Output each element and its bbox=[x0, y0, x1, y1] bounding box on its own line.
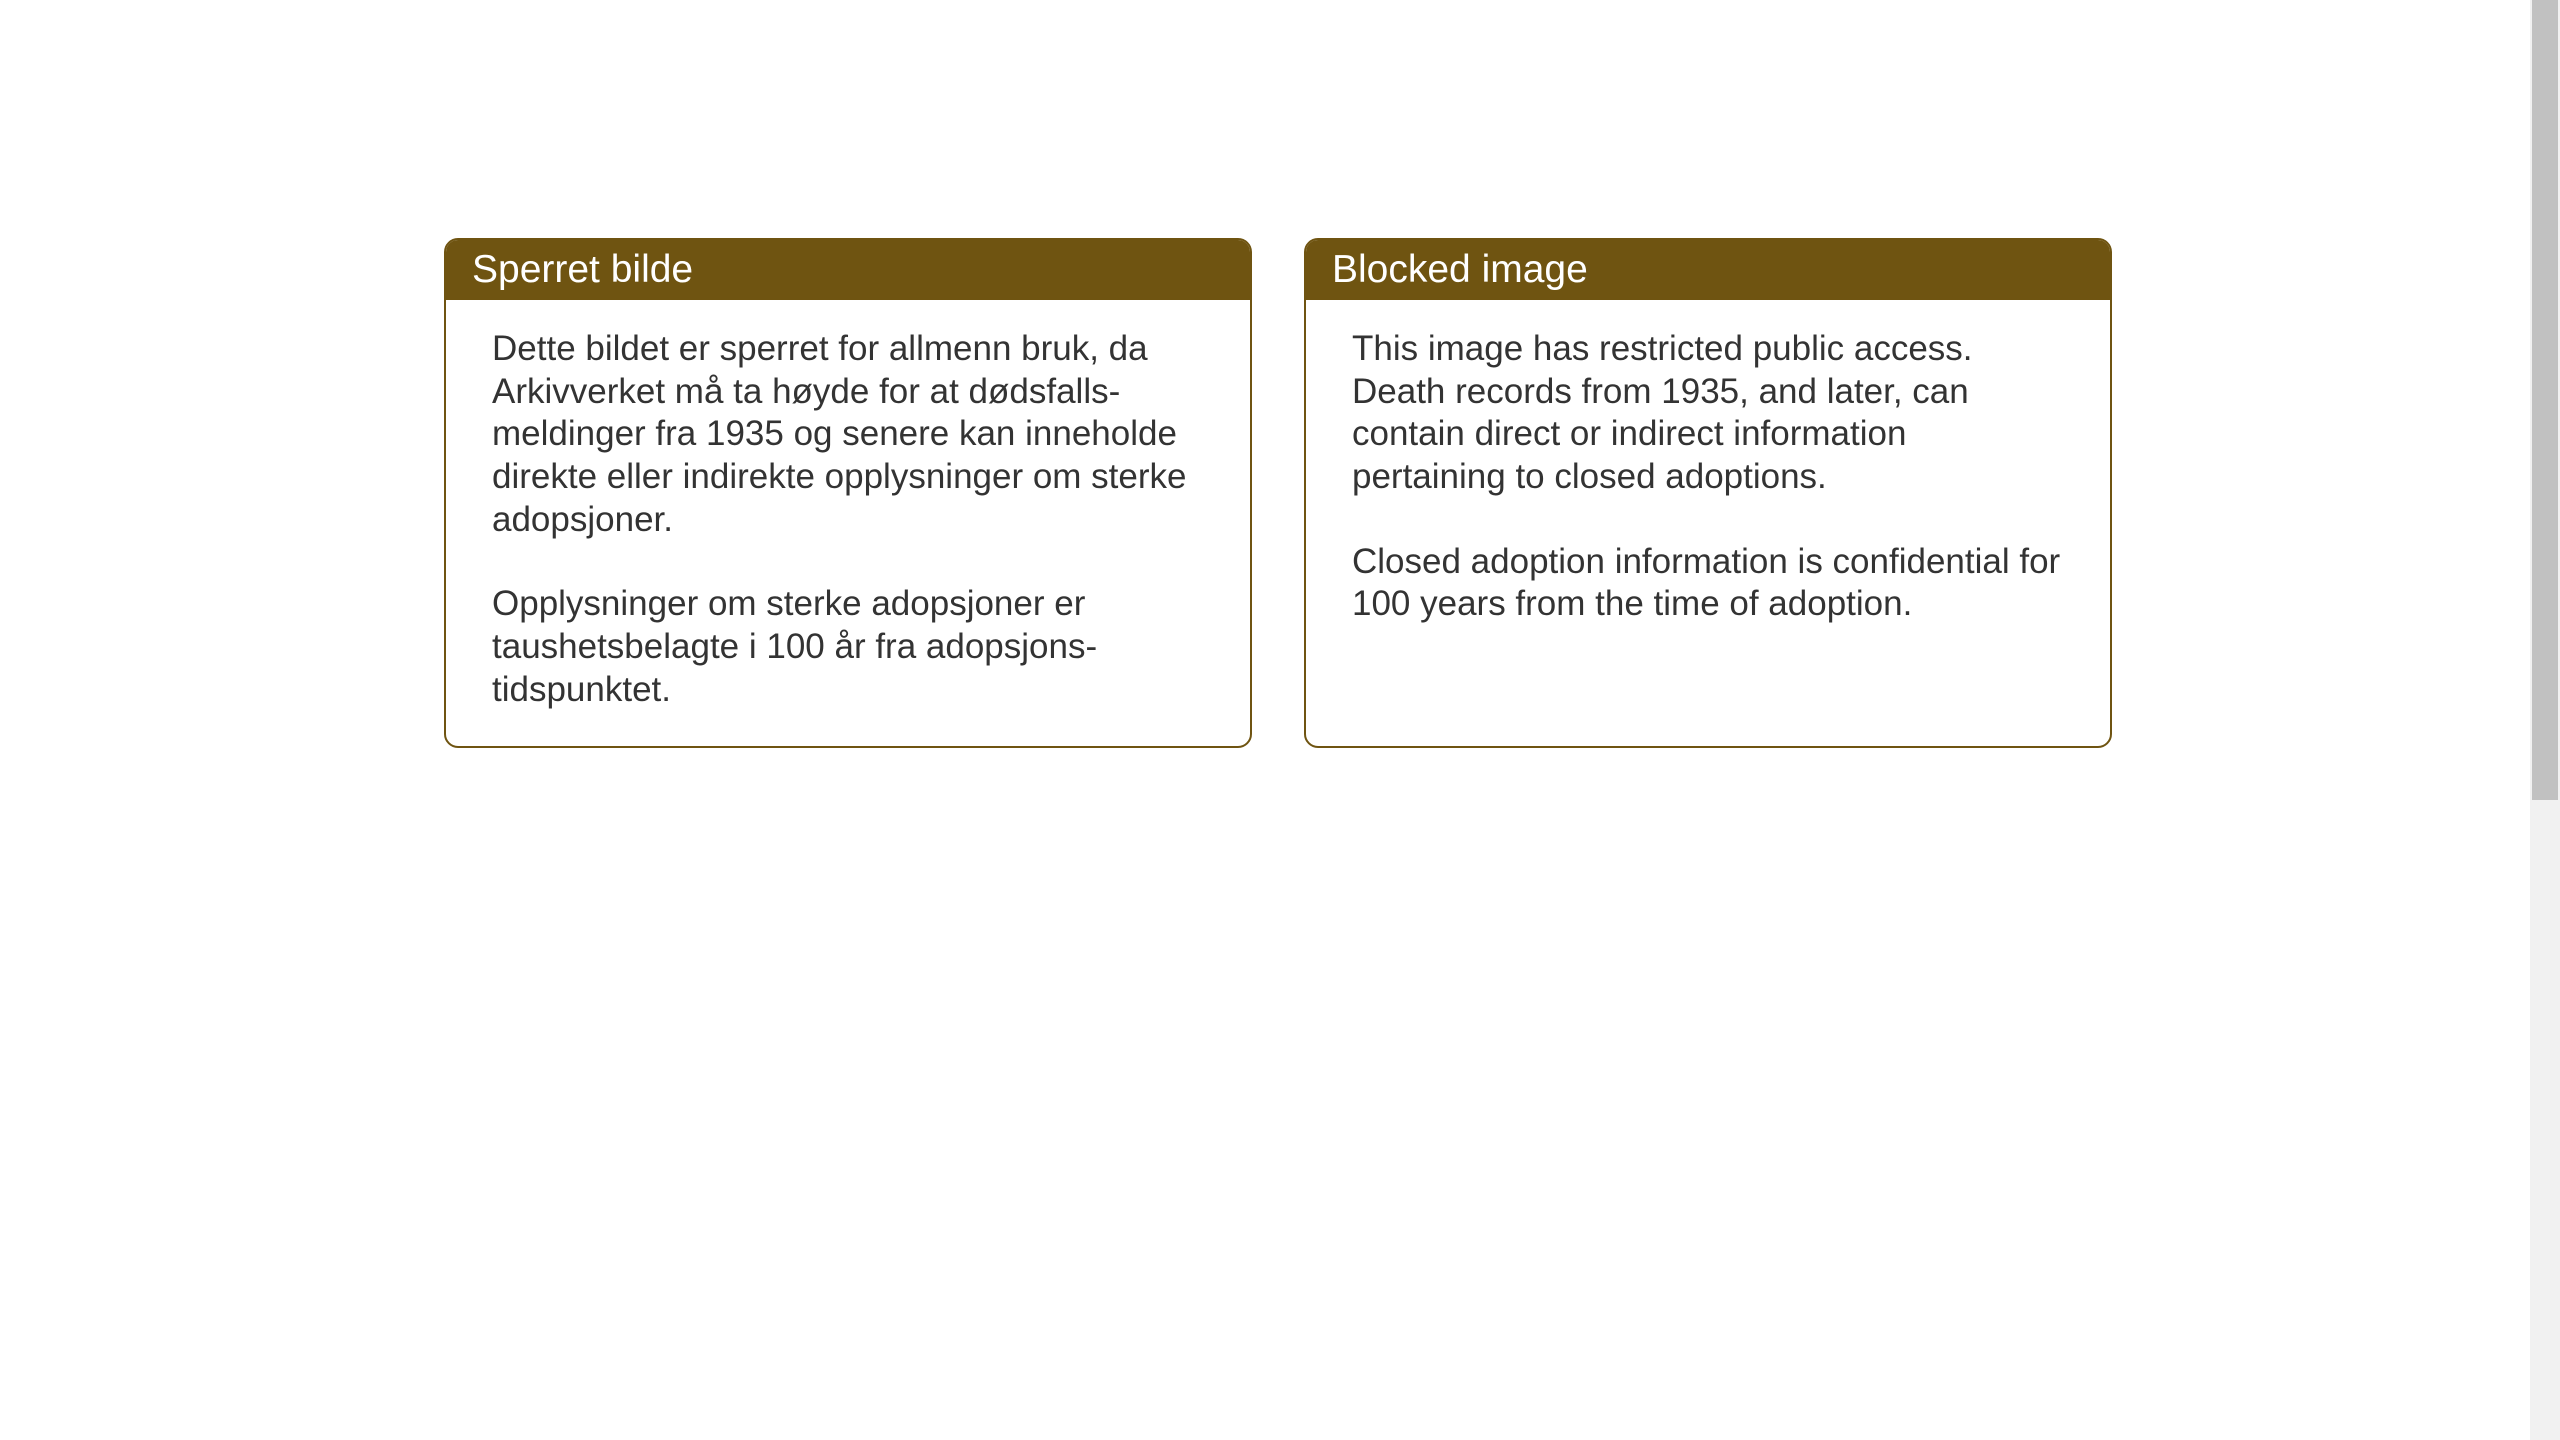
notice-box-norwegian: Sperret bilde Dette bildet er sperret fo… bbox=[444, 238, 1252, 748]
notice-container: Sperret bilde Dette bildet er sperret fo… bbox=[444, 238, 2112, 748]
notice-box-english: Blocked image This image has restricted … bbox=[1304, 238, 2112, 748]
scrollbar-thumb[interactable] bbox=[2532, 0, 2558, 800]
notice-paragraph: Closed adoption information is confident… bbox=[1352, 541, 2064, 626]
notice-paragraph: Opplysninger om sterke adopsjoner er tau… bbox=[492, 583, 1204, 711]
notice-header-norwegian: Sperret bilde bbox=[446, 240, 1250, 300]
scrollbar-track[interactable] bbox=[2530, 0, 2560, 1440]
notice-paragraph: Dette bildet er sperret for allmenn bruk… bbox=[492, 328, 1204, 541]
notice-body-norwegian: Dette bildet er sperret for allmenn bruk… bbox=[446, 300, 1250, 746]
notice-header-english: Blocked image bbox=[1306, 240, 2110, 300]
notice-body-english: This image has restricted public access.… bbox=[1306, 300, 2110, 660]
notice-paragraph: This image has restricted public access.… bbox=[1352, 328, 2064, 499]
